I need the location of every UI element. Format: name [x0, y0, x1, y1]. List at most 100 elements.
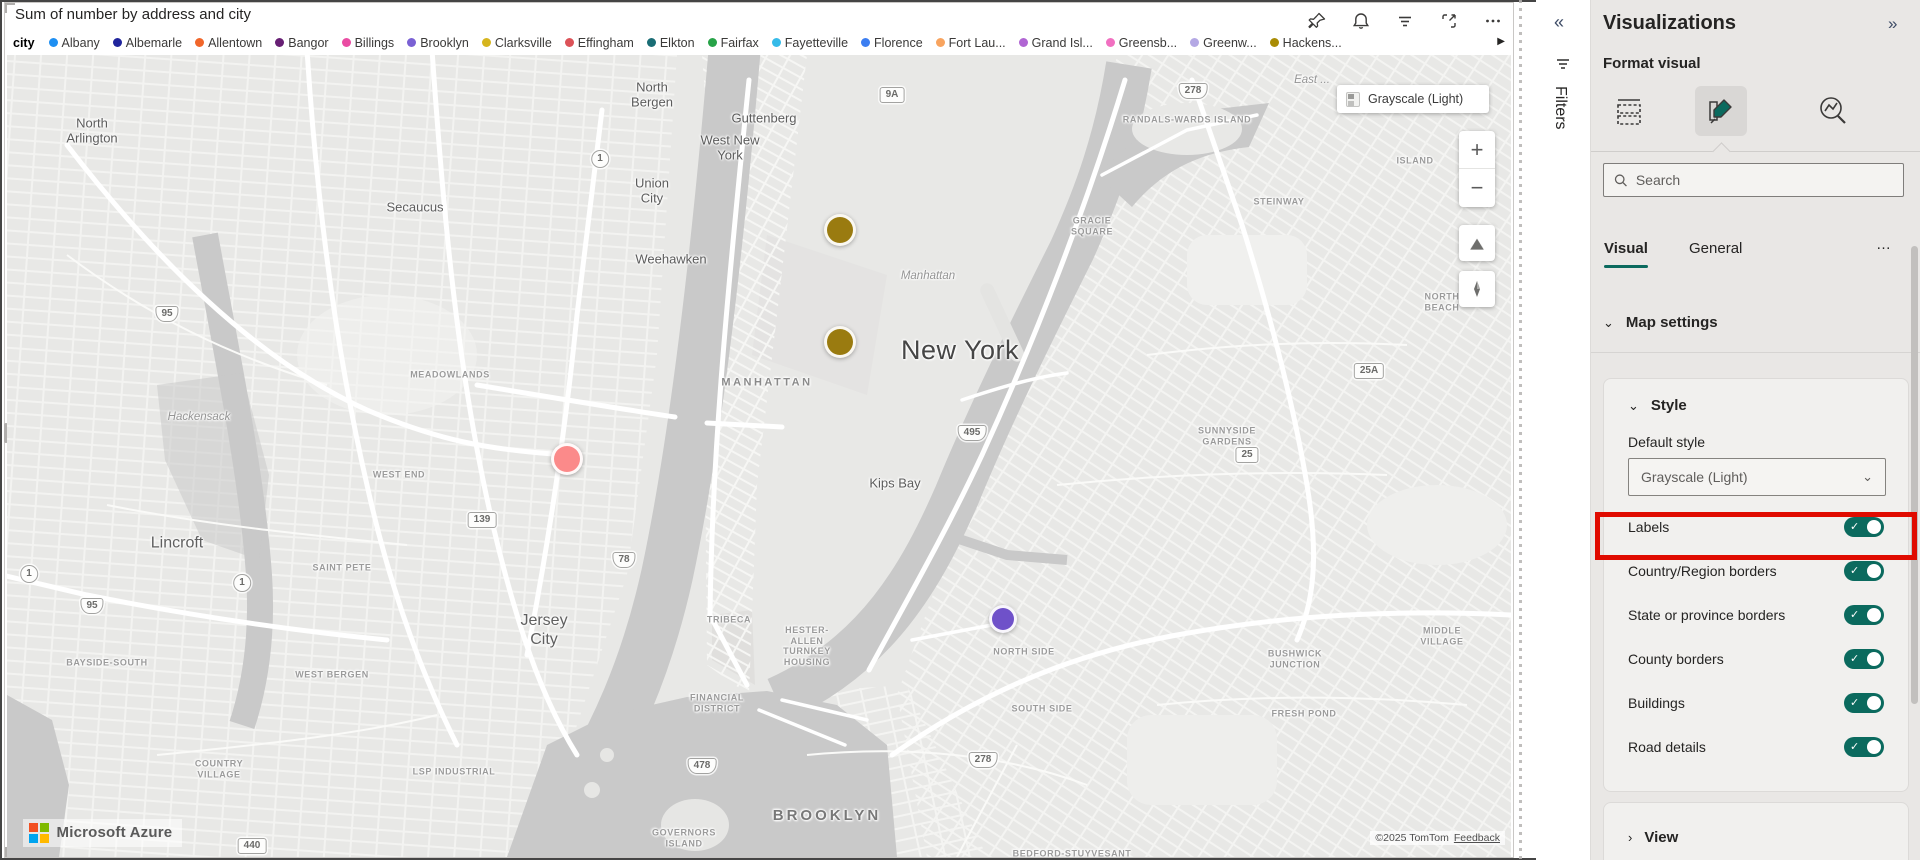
- legend-label: Bangor: [288, 35, 329, 50]
- style-card: ⌄ Style Default style Grayscale (Light) …: [1603, 378, 1909, 792]
- more-options-icon[interactable]: [1483, 11, 1503, 31]
- legend: city Albany Albemarle Allentown Bangor Billi…: [13, 32, 1487, 53]
- map-settings-section[interactable]: ⌄ Map settings: [1603, 314, 1718, 331]
- fields-tab-icon[interactable]: [1603, 86, 1655, 136]
- buildings-toggle[interactable]: ✓: [1844, 693, 1884, 713]
- county-borders-toggle[interactable]: ✓: [1844, 649, 1884, 669]
- legend-label: Effingham: [577, 35, 634, 50]
- state-or-province-borders-toggle[interactable]: ✓: [1844, 605, 1884, 625]
- legend-item[interactable]: Clarksville: [481, 36, 552, 50]
- format-pane-tabs: [1599, 84, 1899, 138]
- map-data-bubble[interactable]: [551, 443, 583, 475]
- map-style-selector[interactable]: Grayscale (Light): [1337, 85, 1489, 113]
- legend-label: Brooklyn: [420, 35, 469, 50]
- legend-item[interactable]: Greensb...: [1105, 36, 1177, 50]
- toggle-label: Buildings: [1628, 695, 1685, 711]
- pin-icon[interactable]: [1307, 11, 1327, 31]
- legend-label: Elkton: [659, 35, 695, 50]
- resize-handle-top-left[interactable]: [5, 3, 15, 13]
- check-icon: ✓: [1850, 653, 1860, 665]
- azure-map[interactable]: North Arlington Secaucus North Bergen Gutte…: [7, 55, 1511, 857]
- focus-mode-icon[interactable]: [1439, 11, 1459, 31]
- legend-label: Billings: [354, 35, 395, 50]
- zoom-out-button[interactable]: −: [1470, 175, 1484, 200]
- format-tab-icon[interactable]: [1695, 86, 1747, 136]
- legend-scroll-arrow[interactable]: ▶: [1497, 36, 1505, 47]
- visualizations-panel: Visualizations » Format visual Visual Ge…: [1591, 0, 1920, 860]
- legend-item[interactable]: Fort Lau...: [935, 35, 1006, 50]
- legend-label: Albany: [61, 35, 100, 50]
- legend-label: Fairfax: [720, 35, 759, 50]
- legend-dot: [861, 38, 871, 47]
- style-card-header[interactable]: ⌄ Style: [1628, 397, 1884, 414]
- panel-subtitle: Format visual: [1603, 55, 1701, 72]
- view-card-header[interactable]: › View: [1628, 829, 1884, 846]
- map-compass-button[interactable]: [1459, 271, 1495, 307]
- view-card: › View: [1603, 802, 1909, 860]
- legend-item[interactable]: Grand Isl...: [1018, 36, 1093, 50]
- legend-dot: [771, 38, 781, 47]
- legend-item[interactable]: Albemarle: [112, 36, 182, 50]
- compass-icon: [1474, 281, 1480, 297]
- check-icon: ✓: [1850, 697, 1860, 709]
- zoom-in-button[interactable]: +: [1459, 131, 1495, 169]
- legend-item[interactable]: Allentown: [195, 36, 262, 50]
- analytics-tab-icon[interactable]: [1807, 86, 1859, 136]
- legend-dot: [341, 38, 351, 47]
- search-input[interactable]: [1635, 172, 1893, 188]
- map-data-bubble[interactable]: [824, 326, 856, 358]
- zoom-controls: + −: [1459, 131, 1495, 207]
- expand-filters-icon[interactable]: «: [1554, 12, 1565, 32]
- legend-label: Fort Lau...: [948, 35, 1006, 50]
- filters-pane-title[interactable]: Filters: [1552, 86, 1569, 130]
- visual-title: Sum of number by address and city: [15, 6, 251, 23]
- legend-item[interactable]: Hackens...: [1269, 35, 1342, 50]
- map-data-bubble[interactable]: [824, 214, 856, 246]
- legend-item[interactable]: Effingham: [564, 35, 634, 50]
- tab-visual[interactable]: Visual: [1604, 240, 1648, 257]
- feedback-link[interactable]: Feedback: [1453, 832, 1500, 844]
- legend-dot: [1269, 38, 1279, 47]
- check-icon: ✓: [1850, 521, 1860, 533]
- map-data-bubble[interactable]: [989, 605, 1017, 633]
- legend-dot: [564, 38, 574, 47]
- legend-item[interactable]: Fairfax: [707, 35, 759, 50]
- road-details-toggle[interactable]: ✓: [1844, 737, 1884, 757]
- filters-funnel-icon[interactable]: [1553, 54, 1573, 79]
- tabs-more-icon[interactable]: …: [1876, 236, 1892, 253]
- map-copyright: ©2025 TomTom Feedback: [1370, 831, 1505, 845]
- legend-item[interactable]: Greenw...: [1190, 36, 1257, 50]
- selected-tab-notch: [1712, 142, 1731, 161]
- toggle-label: County borders: [1628, 651, 1724, 667]
- map-pitch-button[interactable]: [1459, 225, 1495, 261]
- chevron-right-icon: ›: [1628, 830, 1633, 845]
- toggle-knob: [1867, 608, 1881, 622]
- legend-item[interactable]: Billings: [341, 35, 395, 50]
- legend-item[interactable]: Bangor: [275, 35, 329, 50]
- default-style-dropdown[interactable]: Grayscale (Light) ⌄: [1628, 458, 1886, 496]
- alert-icon[interactable]: [1351, 11, 1371, 31]
- country-region-borders-toggle[interactable]: ✓: [1844, 561, 1884, 581]
- legend-label: Fayetteville: [784, 35, 849, 50]
- azure-attribution: Microsoft Azure: [23, 819, 183, 847]
- legend-item[interactable]: Elkton: [646, 35, 695, 50]
- legend-item[interactable]: Brooklyn: [407, 36, 469, 50]
- format-search[interactable]: [1603, 163, 1904, 197]
- map-visual[interactable]: Sum of number by address and city city A…: [4, 2, 1514, 858]
- panel-scrollbar[interactable]: [1911, 246, 1918, 704]
- collapse-panel-icon[interactable]: »: [1888, 14, 1898, 33]
- legend-item[interactable]: Florence: [861, 36, 923, 50]
- legend-dot: [1018, 38, 1028, 47]
- filter-icon[interactable]: [1395, 11, 1415, 31]
- resize-handle-left[interactable]: [4, 423, 8, 443]
- check-icon: ✓: [1850, 741, 1860, 753]
- view-card-label: View: [1644, 829, 1679, 846]
- check-icon: ✓: [1850, 565, 1860, 577]
- tab-general[interactable]: General: [1689, 240, 1743, 257]
- labels-toggle[interactable]: ✓: [1844, 517, 1884, 537]
- toggle-label: Road details: [1628, 739, 1706, 755]
- legend-label: Hackens...: [1282, 35, 1342, 50]
- toggle-knob: [1867, 652, 1881, 666]
- legend-item[interactable]: Albany: [48, 35, 100, 50]
- legend-item[interactable]: Fayetteville: [771, 35, 849, 50]
